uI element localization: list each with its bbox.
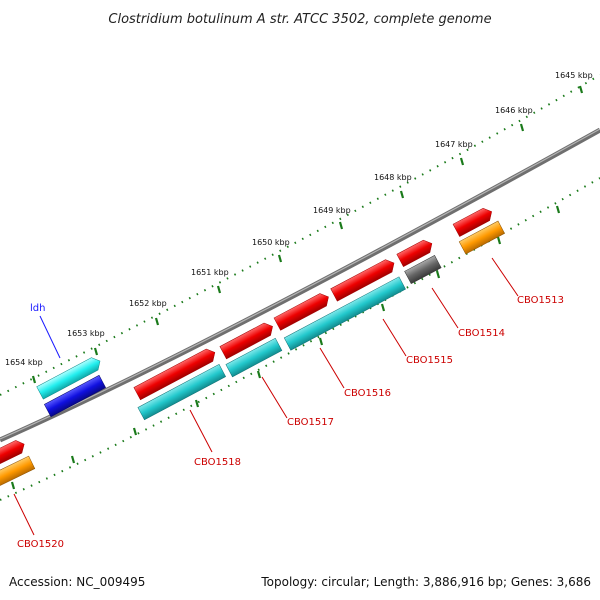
tick-label-1645: 1645 kbp <box>555 71 593 80</box>
cds-ldh-blue[interactable] <box>44 374 106 418</box>
tick-label-1646: 1646 kbp <box>495 106 533 115</box>
topology-text: Topology: circular; Length: 3,886,916 bp… <box>260 575 591 589</box>
gene-cbo1520-arrow[interactable] <box>0 438 27 470</box>
cds-ldh-light[interactable] <box>36 355 104 400</box>
tick-label-1651: 1651 kbp <box>191 268 229 277</box>
genome-backbone <box>0 127 600 443</box>
gene-label-ldh: ldh <box>30 303 45 314</box>
cds-track <box>0 220 505 491</box>
cds-cbo1513[interactable] <box>458 220 505 255</box>
tick-label-1649: 1649 kbp <box>313 206 351 215</box>
gene-label-cbo1520: CBO1520 <box>17 539 64 550</box>
gene-cbo1517-arrow[interactable] <box>219 320 276 360</box>
cds-cbo1520[interactable] <box>0 455 36 491</box>
outer-tick-ring <box>0 74 600 396</box>
tick-label-1647: 1647 kbp <box>435 140 473 149</box>
tick-label-1648: 1648 kbp <box>374 173 412 182</box>
cds-cbo1517[interactable] <box>225 337 283 378</box>
gene-label-cbo1513: CBO1513 <box>517 295 564 306</box>
gene-cbo1516-arrow[interactable] <box>273 291 332 331</box>
gene-cbo1518-arrow[interactable] <box>133 346 218 401</box>
accession-text: Accession: NC_009495 <box>9 575 145 589</box>
gene-label-cbo1514: CBO1514 <box>458 328 505 339</box>
inner-major-ticks <box>10 205 561 490</box>
outer-major-ticks <box>31 85 584 384</box>
gene-cbo1514-arrow[interactable] <box>396 237 435 267</box>
cds-cbo1516[interactable] <box>283 276 406 351</box>
gene-label-cbo1515: CBO1515 <box>406 355 453 366</box>
tick-label-1650: 1650 kbp <box>252 238 290 247</box>
tick-label-1654: 1654 kbp <box>5 358 43 367</box>
tick-label-1653: 1653 kbp <box>67 329 105 338</box>
forward-gene-track <box>0 205 495 470</box>
gene-label-cbo1518: CBO1518 <box>194 457 241 468</box>
gene-label-cbo1516: CBO1516 <box>344 388 391 399</box>
cds-cbo1514[interactable] <box>404 255 442 285</box>
tick-label-1652: 1652 kbp <box>129 299 167 308</box>
gene-cbo1515-arrow[interactable] <box>330 257 398 302</box>
map-title: Clostridium botulinum A str. ATCC 3502, … <box>108 12 491 27</box>
label-leader-lines <box>13 257 519 536</box>
gene-cbo1513-arrow[interactable] <box>452 205 495 237</box>
gene-label-cbo1517: CBO1517 <box>287 417 334 428</box>
cds-cbo1518[interactable] <box>137 363 227 421</box>
